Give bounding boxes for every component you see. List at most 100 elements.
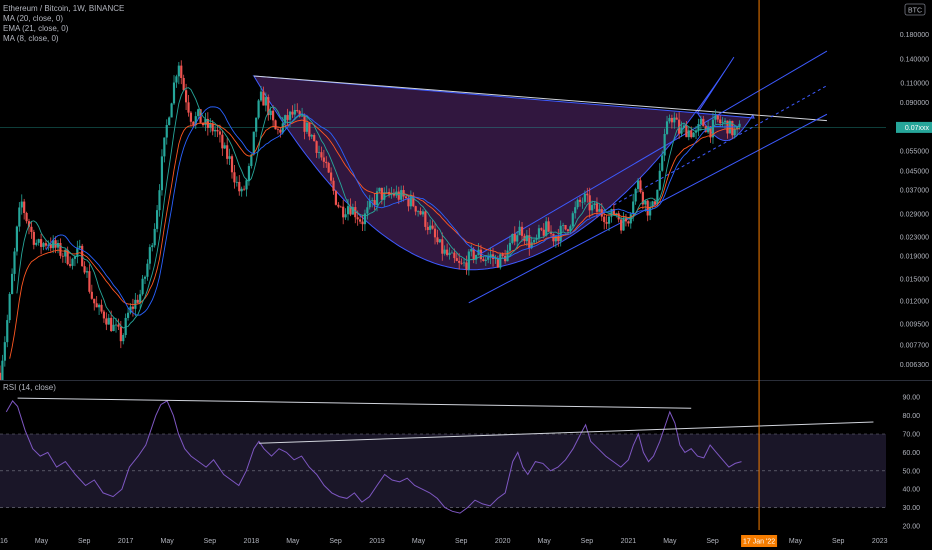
rsi-tick-label: 40.00: [902, 487, 920, 494]
candle-body: [264, 97, 267, 106]
candle-body: [59, 243, 62, 256]
rsi-legend[interactable]: RSI (14, close): [3, 383, 56, 392]
candle-body: [78, 245, 81, 248]
candle-body: [83, 266, 86, 273]
candle-body: [20, 201, 23, 208]
candle-body: [129, 306, 132, 313]
symbol-title[interactable]: Ethereum / Bitcoin, 1W, BINANCE: [3, 4, 125, 13]
candle-body: [322, 157, 325, 162]
candle-body: [685, 125, 688, 138]
date-marker-badge: [741, 535, 778, 547]
candle-body: [692, 132, 695, 138]
candle-body: [252, 131, 255, 155]
indicator-ma20[interactable]: MA (20, close, 0): [3, 14, 64, 23]
candle-body: [441, 239, 444, 254]
candle-body: [470, 248, 473, 252]
candle-body: [658, 170, 661, 190]
candle-body: [419, 210, 422, 215]
candle-body: [605, 222, 608, 224]
candle-body: [571, 213, 574, 227]
candle-body: [233, 172, 236, 183]
candle-body: [661, 155, 664, 171]
candle-body: [194, 116, 197, 126]
candle-body: [397, 191, 400, 200]
candle-body: [313, 135, 316, 142]
candle-body: [711, 119, 715, 138]
candle-body: [271, 110, 275, 121]
candle-body: [453, 252, 456, 259]
resistance-line: [253, 75, 827, 122]
candle-body: [414, 206, 417, 212]
candle-body: [0, 372, 2, 380]
price-tick-label: 0.019000: [900, 253, 929, 260]
candle-body: [153, 228, 156, 246]
price-tick-label: 0.110000: [900, 80, 929, 87]
rsi-axis[interactable]: 20.00 30.00 40.00 50.00 60.00 70.00 80.00 90.00: [902, 395, 920, 531]
candle-body: [25, 212, 28, 222]
candle-body: [656, 189, 659, 205]
candle-body: [646, 200, 649, 216]
candle-body: [409, 195, 412, 207]
candle-body: [221, 134, 224, 149]
channel-upper: [481, 50, 828, 254]
candle-body: [537, 228, 541, 238]
rsi-pane[interactable]: [0, 397, 886, 514]
candle-body: [690, 130, 693, 138]
rsi-tick-label: 60.00: [902, 450, 920, 457]
candle-body: [303, 115, 306, 132]
candle-body: [547, 221, 550, 232]
chart-legend[interactable]: Ethereum / Bitcoin, 1W, BINANCE MA (20, …: [3, 4, 124, 44]
candle-body: [334, 190, 338, 205]
candle-body: [421, 211, 425, 215]
candle-body: [204, 118, 207, 126]
candle-body: [682, 125, 686, 129]
candle-body: [151, 245, 154, 248]
candle-body: [15, 226, 19, 252]
candle-body: [90, 291, 93, 299]
rsi-tick-label: 80.00: [902, 413, 920, 420]
candle-body: [591, 205, 594, 211]
rsi-tick-label: 70.00: [902, 432, 920, 439]
candle-body: [23, 201, 26, 213]
time-tick-label: Sep: [832, 538, 845, 545]
time-axis[interactable]: 2016 May Sep 2017 May Sep 2018 May Sep 2019 May Sep…: [0, 538, 888, 545]
candle-body: [3, 342, 6, 361]
indicator-ema21[interactable]: EMA (21, close, 0): [3, 24, 69, 33]
candle-body: [346, 206, 350, 215]
candle-body: [298, 111, 301, 117]
time-tick-label: May: [161, 538, 175, 545]
candle-body: [723, 120, 727, 123]
candle-body: [257, 100, 260, 118]
price-tick-label: 0.009500: [900, 322, 929, 329]
candle-body: [520, 226, 524, 236]
candle-body: [262, 91, 265, 106]
candle-body: [160, 156, 164, 191]
indicator-ma8[interactable]: MA (8, close, 0): [3, 34, 59, 43]
candle-body: [610, 209, 613, 217]
candle-body: [392, 192, 396, 196]
candle-body: [97, 304, 101, 308]
candle-body: [325, 161, 328, 164]
candle-body: [378, 187, 381, 192]
candle-body: [269, 110, 272, 116]
candle-body: [30, 226, 33, 232]
price-pane[interactable]: [0, 50, 886, 385]
time-tick-label: Sep: [581, 538, 594, 545]
candle-body: [728, 120, 731, 134]
candle-body: [501, 254, 504, 256]
candle-body: [238, 181, 241, 192]
candle-body: [508, 242, 512, 251]
rsi-tick-label: 90.00: [902, 395, 920, 402]
rsi-tick-label: 50.00: [902, 468, 920, 475]
candle-body: [337, 204, 340, 207]
rsi-lower-trendline: [258, 421, 874, 444]
candle-body: [566, 229, 570, 232]
candle-body: [44, 243, 48, 246]
candle-body: [308, 122, 311, 137]
candle-body: [583, 193, 586, 202]
candle-body: [702, 118, 705, 127]
candle-body: [163, 137, 166, 157]
price-axis[interactable]: 0.006300 0.007700 0.009500 0.012000 0.015000…: [900, 32, 929, 369]
time-tick-label: May: [286, 538, 300, 545]
